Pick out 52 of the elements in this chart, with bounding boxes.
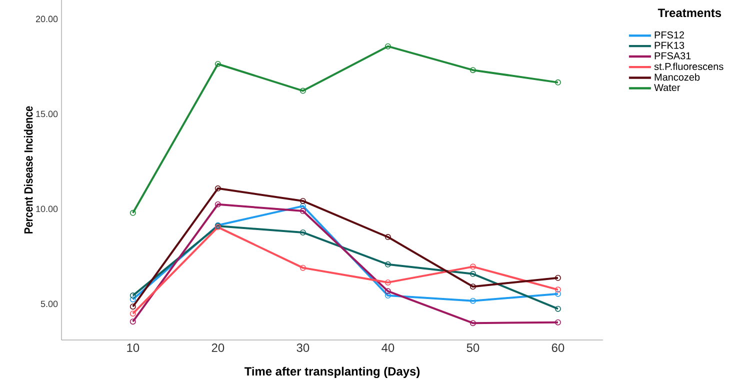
legend-label: Mancozeb: [654, 73, 700, 81]
legend-title: Treatments: [658, 8, 722, 18]
point: [384, 234, 391, 240]
point: [214, 185, 221, 192]
point: [384, 279, 391, 286]
point: [300, 88, 306, 94]
legend-label: PFSA31: [654, 52, 691, 60]
x-tick-label: 40: [382, 344, 394, 352]
point: [554, 290, 561, 297]
point: [300, 264, 306, 271]
point: [214, 61, 221, 68]
point: [300, 198, 306, 204]
y-tick-label: 20.00: [36, 16, 58, 22]
point: [554, 306, 561, 312]
point: [300, 229, 306, 236]
point: [554, 274, 561, 281]
x-tick-label: 30: [296, 344, 310, 352]
point: [470, 298, 476, 304]
y-tick-label: 5.00: [40, 300, 58, 308]
legend-label: PFS12: [654, 31, 684, 38]
point: [384, 292, 391, 299]
point: [300, 208, 306, 214]
point: [470, 67, 476, 74]
legend-label: Water: [654, 84, 680, 92]
point: [130, 210, 136, 216]
point: [470, 270, 476, 277]
point: [130, 296, 136, 302]
x-tick-label: 60: [552, 344, 564, 352]
point: [470, 284, 476, 290]
point: [130, 292, 136, 299]
x-axis-title: Time after transplanting (Days): [244, 366, 420, 378]
y-tick-label: 10.00: [36, 206, 58, 212]
point: [130, 318, 136, 325]
y-axis-title: Percent Disease Incidence: [24, 106, 33, 234]
point: [300, 203, 306, 210]
point: [130, 304, 136, 310]
legend-label: st.P.fluorescens: [654, 62, 724, 70]
point: [554, 319, 561, 326]
point: [470, 320, 476, 326]
x-tick-label: 20: [212, 344, 224, 352]
point: [470, 264, 476, 270]
point: [384, 261, 391, 268]
legend-label: PFK13: [654, 42, 684, 49]
point: [554, 286, 561, 293]
y-tick-label: 15.00: [36, 110, 58, 118]
point: [130, 310, 136, 317]
x-tick-label: 10: [127, 344, 140, 352]
point: [554, 79, 561, 86]
point: [384, 288, 391, 294]
point: [384, 43, 391, 50]
x-tick-label: 50: [466, 344, 480, 352]
point: [214, 201, 221, 208]
